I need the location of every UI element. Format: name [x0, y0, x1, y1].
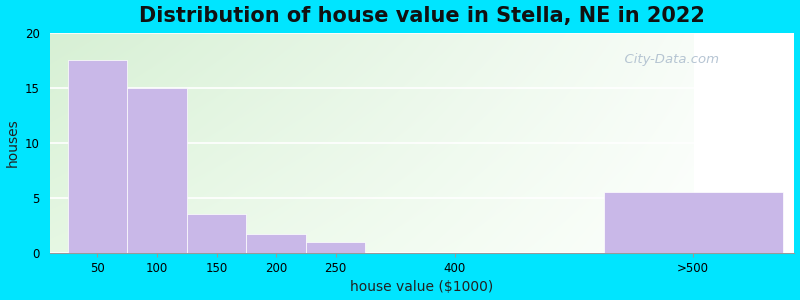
Bar [186, 214, 246, 253]
Bar [604, 192, 782, 253]
Y-axis label: houses: houses [6, 118, 19, 167]
Bar [67, 60, 127, 253]
Bar [246, 234, 306, 253]
Title: Distribution of house value in Stella, NE in 2022: Distribution of house value in Stella, N… [139, 6, 705, 26]
Bar [306, 242, 366, 253]
Bar [127, 88, 186, 253]
Text: City-Data.com: City-Data.com [616, 52, 718, 66]
X-axis label: house value ($1000): house value ($1000) [350, 280, 494, 294]
